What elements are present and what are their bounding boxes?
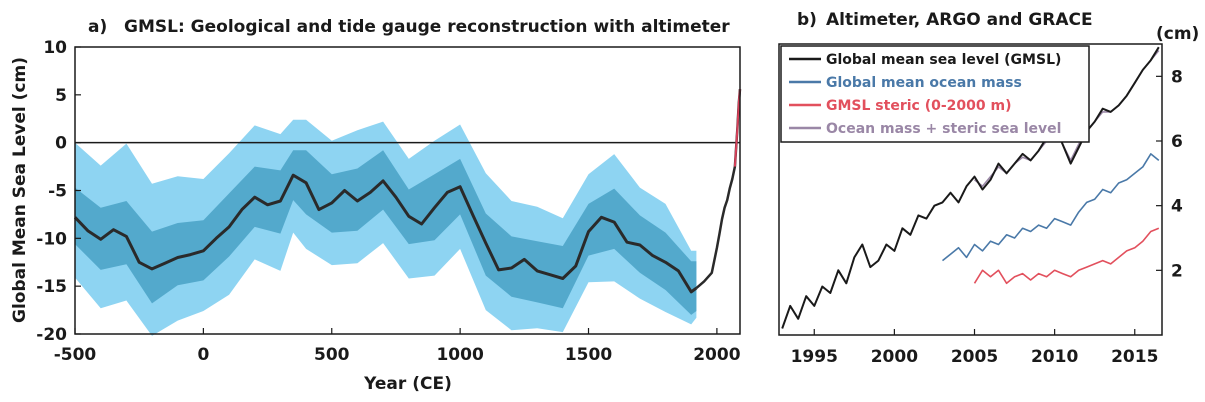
inner-uncertainty-band: [75, 150, 697, 315]
panel-b-title: Altimeter, ARGO and GRACE: [826, 10, 1093, 30]
panel-a-plot-area: [73, 88, 742, 336]
panel-b-legend: Global mean sea level (GMSL) Global mean…: [780, 45, 1090, 143]
y-tick-label: 8: [1171, 67, 1183, 87]
mean-sea-level-line: [73, 173, 698, 294]
x-tick-label: -500: [54, 345, 97, 365]
legend-label-gmsl: Global mean sea level (GMSL): [826, 52, 1061, 68]
y-tick-label: -15: [36, 277, 67, 297]
y-tick-label: 4: [1171, 197, 1183, 217]
legend-label-steric: GMSL steric (0-2000 m): [826, 98, 1011, 114]
x-tick-label: 2000: [871, 347, 918, 367]
x-tick-label: 0: [197, 345, 209, 365]
y-tick-label: 6: [1171, 132, 1183, 152]
x-tick-label: 500: [314, 345, 350, 365]
x-tick-label: 1500: [565, 345, 612, 365]
panel-b-plot-area: [781, 46, 1160, 329]
panel-a-gmsl-reconstruction: a) GMSL: Geological and tide gauge recon…: [10, 17, 742, 394]
x-tick-label: 2010: [1031, 347, 1078, 367]
altimeter-segment-line: [733, 89, 741, 167]
panel-b-unit-label: (cm): [1156, 24, 1199, 44]
panel-b-axes: 1995 2000 2005 2010 2015 2 4 6 8: [791, 67, 1183, 367]
steric-line: [973, 227, 1160, 285]
y-tick-label: 5: [55, 86, 67, 106]
x-tick-label: 2000: [693, 345, 740, 365]
panel-a-label: a): [88, 17, 107, 37]
y-tick-label: 0: [55, 134, 67, 154]
panel-b-frame: [778, 43, 1163, 336]
panel-a-axes: -500 0 500 1000 1500 2000 10 5 0 -5 -10 -15 -20: [36, 38, 740, 365]
ocean-mass-line: [942, 153, 1160, 262]
x-tick-label: 2015: [1111, 347, 1158, 367]
panel-a-y-axis-label: Global Mean Sea Level (cm): [10, 57, 30, 323]
y-tick-label: -5: [48, 182, 67, 202]
panel-a-x-axis-label: Year (CE): [363, 374, 452, 394]
y-tick-label: -10: [36, 229, 67, 249]
legend-label-ocean-mass: Global mean ocean mass: [826, 75, 1022, 91]
legend-box: [780, 45, 1090, 143]
panel-b-altimeter-argo-grace: b) Altimeter, ARGO and GRACE (cm) 1995 20…: [778, 10, 1199, 367]
gmsl-line: [781, 46, 1160, 329]
x-tick-label: 1000: [436, 345, 483, 365]
panel-b-label: b): [797, 10, 817, 30]
y-tick-label: 2: [1171, 261, 1183, 281]
x-tick-label: 1995: [791, 347, 838, 367]
y-tick-label: -20: [36, 325, 67, 345]
legend-label-mass-plus-steric: Ocean mass + steric sea level: [826, 121, 1061, 137]
x-tick-label: 2005: [951, 347, 998, 367]
y-tick-label: 10: [43, 38, 67, 58]
panel-a-title: GMSL: Geological and tide gauge reconstr…: [124, 17, 730, 37]
recent-sea-level-line: [695, 88, 742, 290]
